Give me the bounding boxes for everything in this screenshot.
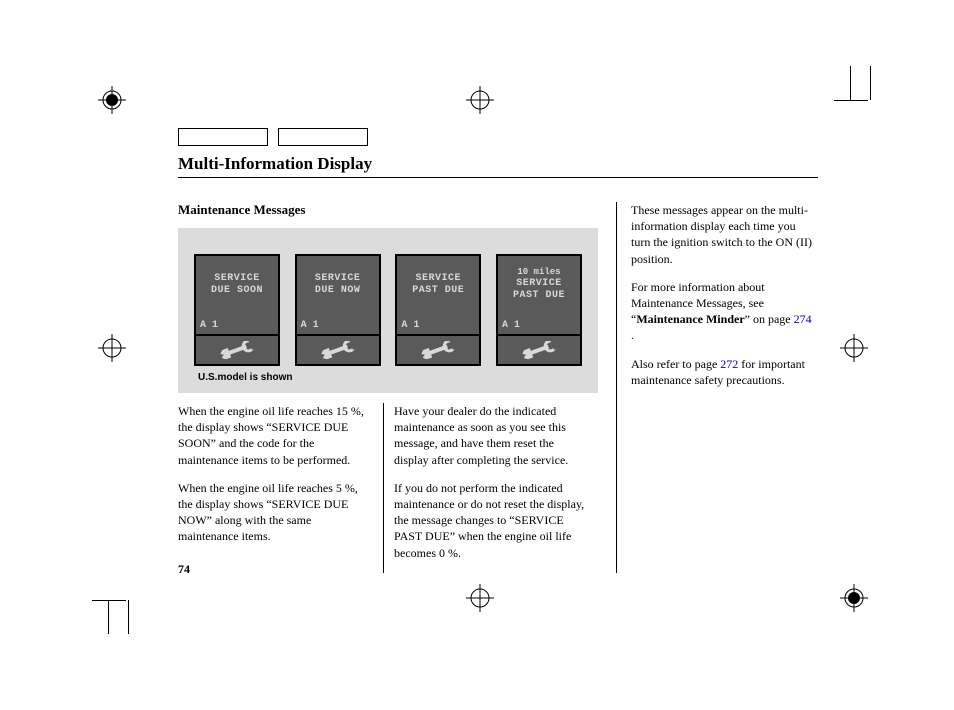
display-code: A 1 (200, 320, 218, 331)
body-text: When the engine oil life reaches 15 %, t… (178, 403, 373, 468)
crop-mark (834, 100, 868, 101)
registration-mark-icon (98, 86, 126, 114)
crop-mark (850, 66, 851, 100)
service-display: SERVICEPAST DUE A 1 (395, 254, 481, 366)
crop-mark (128, 600, 129, 634)
crop-mark (108, 600, 109, 634)
display-line: SERVICE (315, 273, 361, 285)
page-link[interactable]: 272 (720, 357, 738, 371)
body-text: These messages appear on the multi-infor… (631, 202, 816, 267)
display-line: SERVICE (214, 273, 260, 285)
service-display: SERVICEDUE NOW A 1 (295, 254, 381, 366)
display-line: PAST DUE (412, 285, 464, 297)
section-heading: Maintenance Messages (178, 202, 598, 218)
display-line: 10 miles (517, 268, 560, 278)
wrench-icon (297, 334, 379, 364)
registration-mark-icon (466, 86, 494, 114)
display-line: SERVICE (416, 273, 462, 285)
registration-mark-icon (466, 584, 494, 612)
page-title: Multi-Information Display (178, 154, 818, 178)
header-box (178, 128, 268, 146)
crop-mark (92, 600, 126, 601)
body-text: If you do not perform the indicated main… (394, 480, 588, 561)
crop-mark (870, 66, 871, 100)
registration-mark-icon (840, 584, 868, 612)
header-boxes (178, 128, 818, 146)
body-text: When the engine oil life reaches 5 %, th… (178, 480, 373, 545)
body-text: For more information about Maintenance M… (631, 279, 816, 344)
display-line: DUE SOON (211, 285, 263, 297)
display-line: SERVICE (516, 278, 562, 290)
body-text: Also refer to page 272 for important mai… (631, 356, 816, 388)
wrench-icon (397, 334, 479, 364)
figure-caption: U.S.model is shown (198, 372, 582, 383)
service-display: SERVICEDUE SOON A 1 (194, 254, 280, 366)
wrench-icon (498, 334, 580, 364)
display-code: A 1 (401, 320, 419, 331)
screens-panel: SERVICEDUE SOONA 1SERVICEDUE NOWA 1SERVI… (178, 228, 598, 393)
header-box (278, 128, 368, 146)
body-text: Have your dealer do the indicated mainte… (394, 403, 588, 468)
display-code: A 1 (301, 320, 319, 331)
display-line: PAST DUE (513, 290, 565, 302)
page-link[interactable]: 274 (794, 312, 812, 326)
wrench-icon (196, 334, 278, 364)
page-number: 74 (178, 562, 190, 577)
registration-mark-icon (840, 334, 868, 362)
display-code: A 1 (502, 320, 520, 331)
display-line: DUE NOW (315, 285, 361, 297)
registration-mark-icon (98, 334, 126, 362)
service-display: 10 milesSERVICEPAST DUE A 1 (496, 254, 582, 366)
